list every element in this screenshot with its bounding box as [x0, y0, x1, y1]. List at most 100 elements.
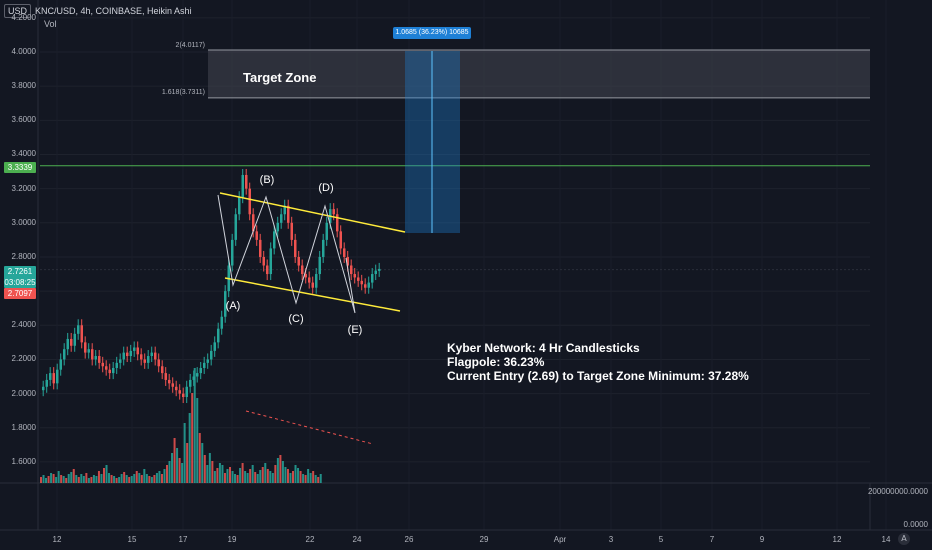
volume-bar: [125, 475, 128, 483]
gear-icon[interactable]: A: [898, 533, 910, 545]
candle-body: [301, 265, 304, 275]
countdown-value: 03:08:25: [4, 278, 36, 287]
candle-body: [367, 282, 370, 288]
time-tick-label: 12: [52, 535, 62, 544]
volume-bar: [128, 477, 131, 483]
volume-bar: [168, 461, 171, 483]
volume-bar: [218, 463, 221, 483]
volume-bar: [269, 471, 272, 483]
volume-bar: [92, 475, 95, 483]
candle-body: [105, 366, 108, 370]
volume-bar: [160, 474, 163, 483]
fib-upper-label: 2(4.0117): [175, 42, 205, 49]
candle-body: [203, 362, 206, 368]
time-tick-label: 5: [658, 535, 664, 544]
volume-bar: [181, 463, 184, 483]
candle-body: [161, 366, 164, 374]
volume-bar: [279, 455, 282, 483]
candle-body: [269, 248, 272, 275]
candle-body: [374, 270, 377, 275]
candle-body: [371, 274, 374, 283]
breakout-price-tag: 3.3339: [4, 162, 36, 173]
volume-bar: [274, 465, 277, 483]
volume-bar: [135, 471, 138, 483]
volume-bar: [254, 472, 257, 483]
volume-bar: [47, 476, 50, 483]
volume-bar: [249, 469, 252, 483]
candle-body: [91, 349, 94, 360]
volume-bar: [52, 474, 55, 483]
volume-bar: [133, 474, 136, 483]
candle-body: [70, 338, 73, 346]
candle-body: [259, 239, 262, 257]
volume-bar: [70, 472, 73, 483]
candle-body: [346, 256, 349, 266]
candle-body: [252, 214, 255, 232]
volume-bar: [150, 477, 153, 483]
candle-body: [42, 386, 45, 391]
volume-bar: [221, 465, 224, 483]
volume-bar: [264, 463, 267, 483]
volume-bar: [123, 472, 126, 483]
candle-body: [350, 265, 353, 275]
volume-bar: [304, 475, 307, 483]
candle-body: [311, 282, 314, 288]
candle-body: [290, 222, 293, 240]
volume-bar: [193, 368, 196, 483]
volume-bar: [229, 467, 231, 483]
wave-label-c: (C): [288, 313, 304, 325]
candle-body: [353, 274, 356, 278]
volume-bar: [103, 468, 105, 483]
volume-bar: [87, 478, 90, 483]
volume-bar: [188, 413, 191, 483]
candle-body: [150, 352, 153, 357]
volume-bar: [183, 423, 186, 483]
symbol-line[interactable]: KNC/USD, 4h, COINBASE, Heikin Ashi: [35, 6, 192, 16]
volume-bar: [155, 473, 158, 483]
candle-body: [273, 231, 276, 249]
volume-bar: [307, 469, 310, 483]
price-tick-label: 1.8000: [11, 422, 36, 432]
candle-body: [364, 284, 367, 288]
time-tick-label: 3: [608, 535, 614, 544]
volume-bar: [203, 455, 206, 483]
volume-bar: [163, 469, 166, 483]
candle-body: [234, 214, 237, 240]
volume-bar: [276, 458, 279, 483]
volume-bar: [85, 473, 88, 483]
measure-label[interactable]: 1.0685 (36.23%) 10685: [393, 27, 471, 39]
price-tick-label: 3.0000: [11, 217, 36, 227]
volume-bar: [173, 438, 176, 483]
currency-badge[interactable]: USD: [4, 4, 32, 18]
fib-lower-label: 1.618(3.7311): [161, 89, 205, 96]
candle-body: [210, 350, 213, 360]
price-tick-label: 2.2000: [11, 354, 36, 364]
candle-body: [129, 350, 132, 357]
candle-body: [276, 222, 279, 232]
candle-body: [213, 342, 216, 351]
candle-body: [318, 256, 321, 275]
volume-bar: [317, 477, 320, 483]
volume-bar: [45, 478, 48, 483]
candle-body: [133, 347, 136, 351]
volume-bar: [284, 467, 287, 483]
candle-body: [297, 256, 300, 266]
candle-body: [360, 280, 363, 285]
volume-bar: [72, 469, 75, 483]
price-tick-label: 2.0000: [11, 388, 36, 398]
candle-body: [217, 328, 220, 343]
candle-body: [315, 274, 318, 288]
candle-body: [108, 369, 111, 374]
candle-body: [84, 342, 87, 353]
volume-bar: [77, 477, 80, 483]
volume-bar: [246, 473, 249, 483]
volume-bar: [143, 469, 146, 483]
volume-bar: [286, 469, 289, 483]
current-price-tag: 2.7261 03:08:25: [4, 266, 36, 288]
volume-bar: [105, 465, 108, 483]
candle-body: [143, 359, 146, 363]
candle-body: [63, 349, 66, 360]
volume-bar: [130, 476, 133, 483]
